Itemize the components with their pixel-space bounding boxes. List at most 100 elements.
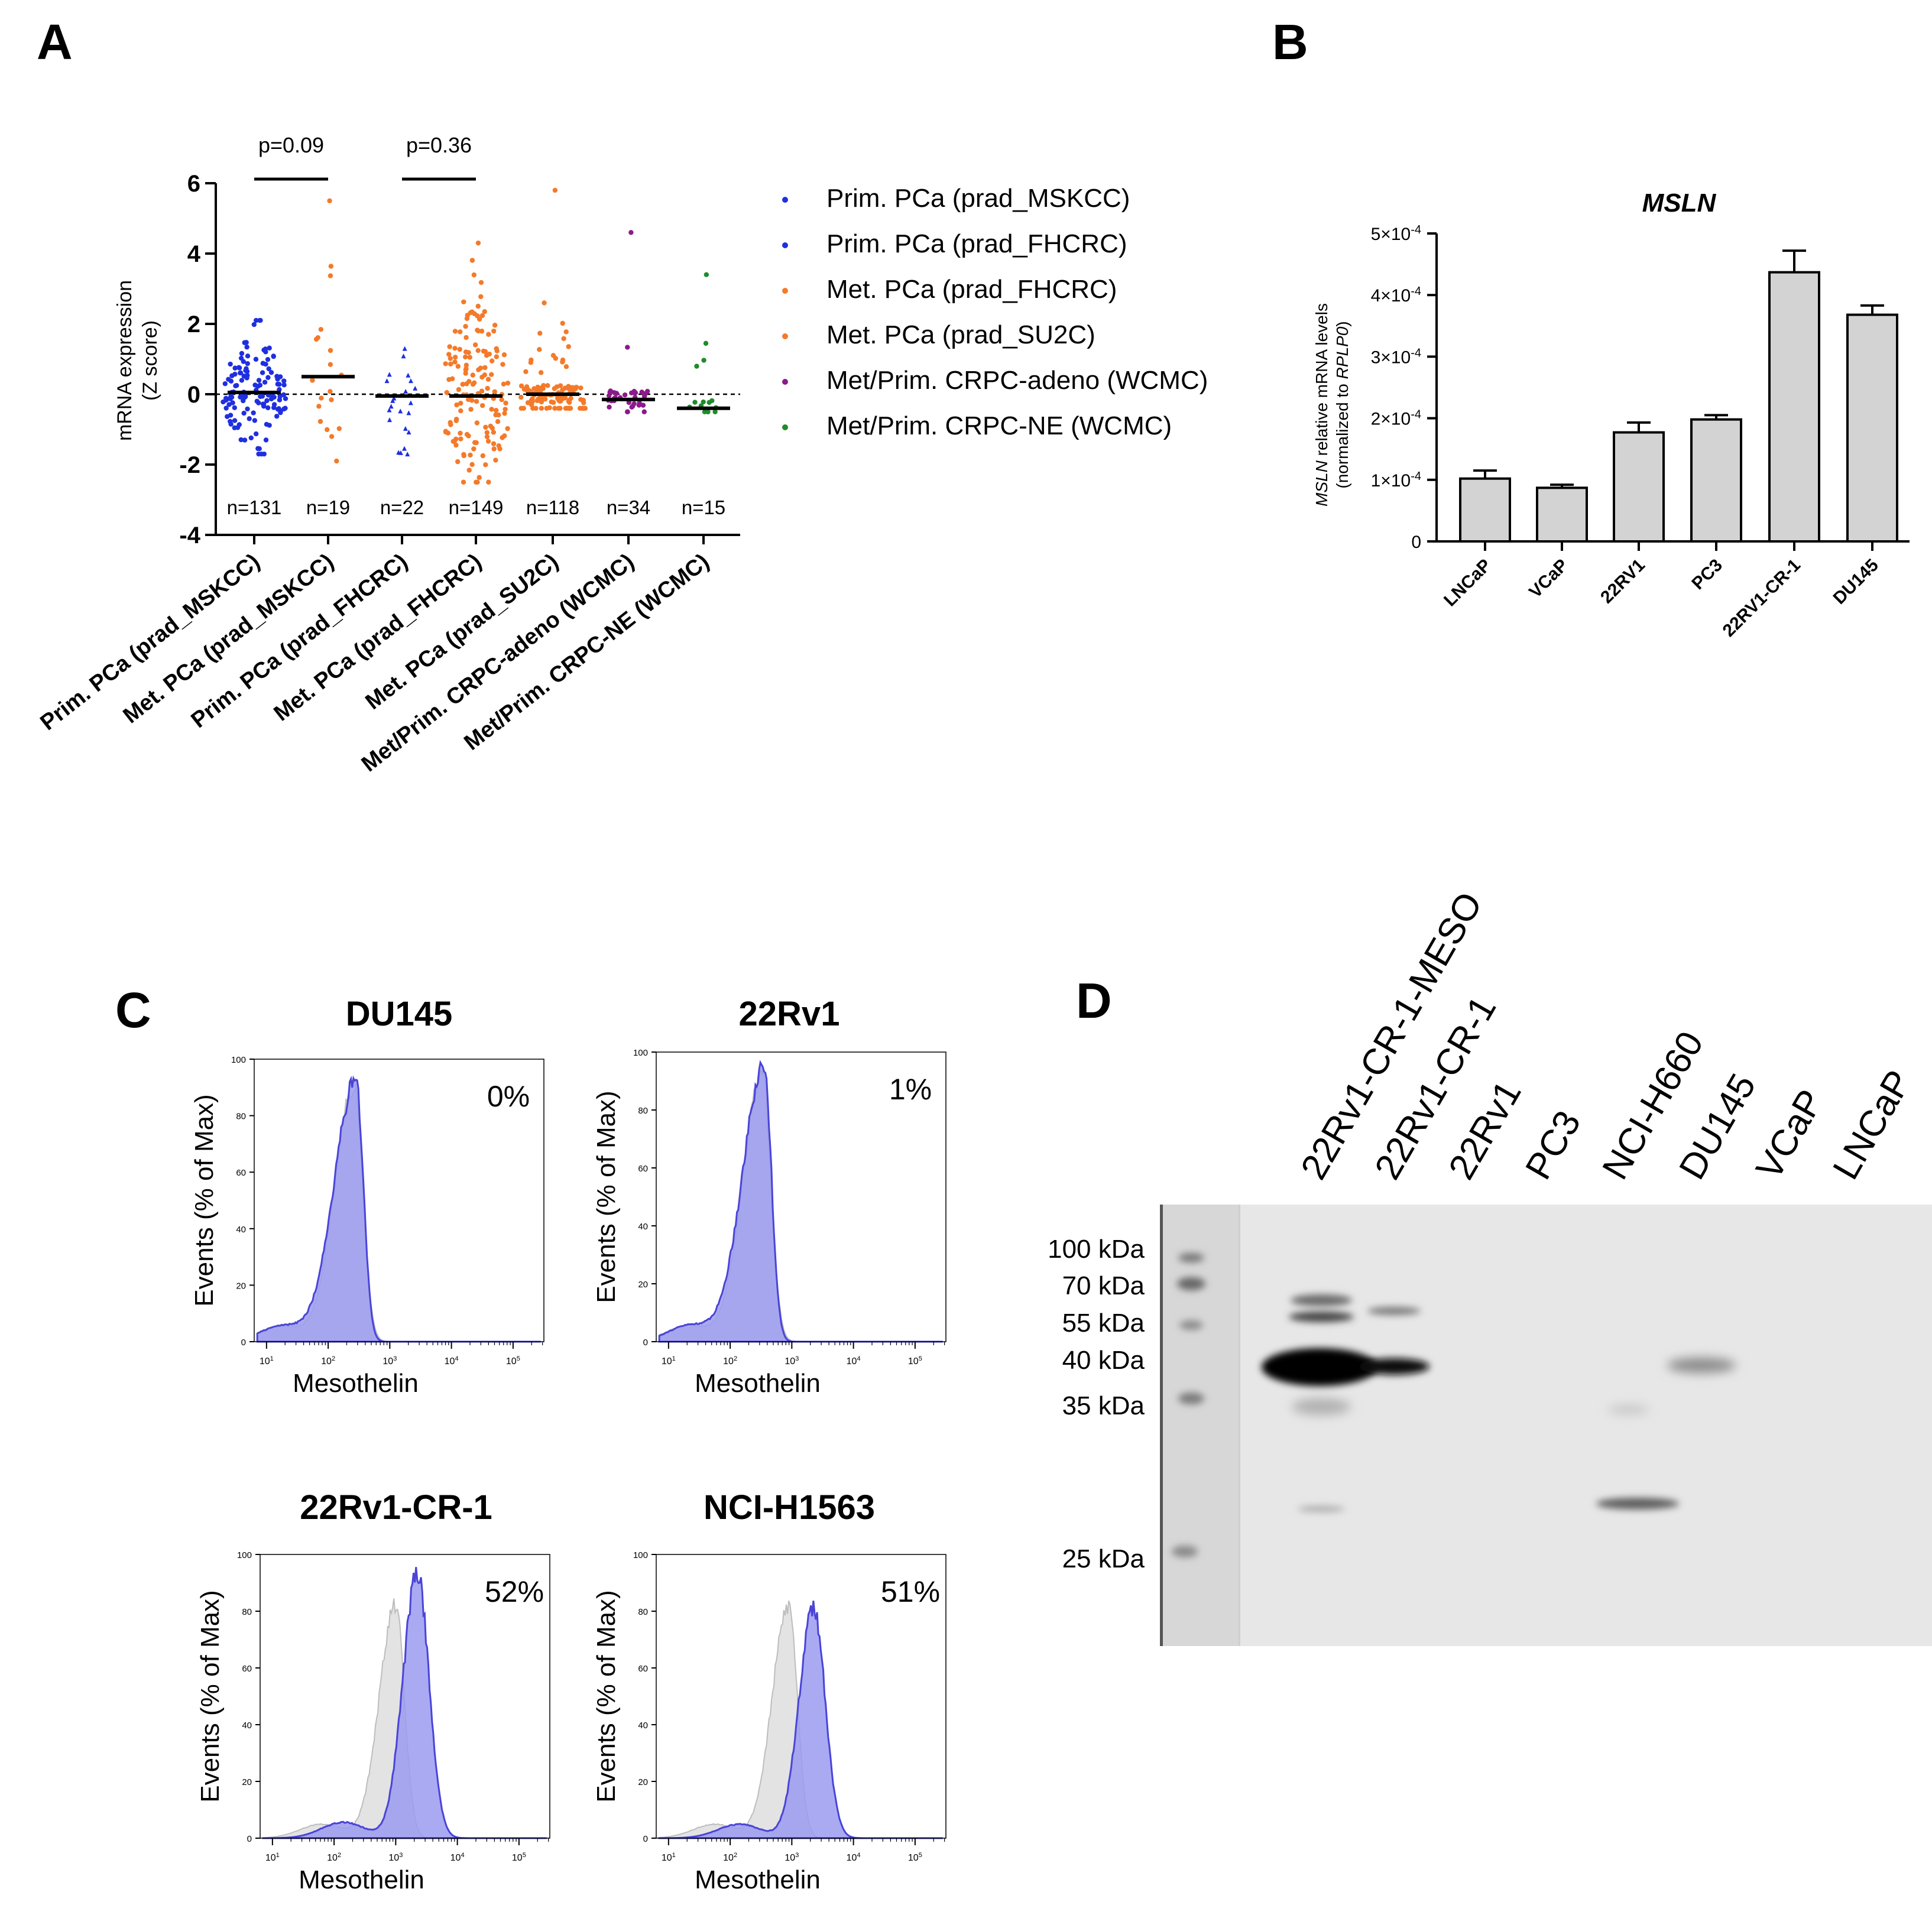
band-meso-55 bbox=[1289, 1312, 1354, 1322]
b-title: MSLN bbox=[1642, 189, 1717, 218]
a-point bbox=[463, 349, 469, 355]
a-point bbox=[530, 399, 535, 404]
a-point bbox=[265, 356, 271, 362]
a-point bbox=[252, 418, 258, 423]
legend-label: Met. PCa (prad_SU2C) bbox=[826, 320, 1095, 349]
histogram-xlabel: Mesothelin bbox=[695, 1369, 821, 1398]
a-point bbox=[482, 309, 487, 314]
panel-c: C DU145 0 20 40 60 80 100 101 102 103 104 105 Mesoth… bbox=[115, 982, 946, 1894]
a-point bbox=[475, 303, 481, 309]
a-point bbox=[452, 329, 458, 334]
ladder-band-70 bbox=[1177, 1277, 1205, 1290]
a-point bbox=[239, 350, 245, 356]
a-point bbox=[692, 400, 698, 405]
a-point bbox=[484, 353, 490, 358]
marker-label: 100 kDa bbox=[1048, 1235, 1145, 1264]
histogram-stained-curve bbox=[658, 1601, 943, 1839]
a-point bbox=[503, 400, 508, 406]
a-point bbox=[448, 356, 453, 361]
a-point bbox=[628, 390, 634, 395]
a-point bbox=[539, 405, 544, 411]
panel-a: A 6 4 2 0 -2 -4 n=131 Prim. PCa (prad_MSKCC) n=1… bbox=[36, 14, 1208, 777]
a-point bbox=[238, 370, 244, 376]
a-point bbox=[387, 417, 393, 423]
ladder-band-55 bbox=[1179, 1320, 1203, 1330]
a-n-label: n=19 bbox=[306, 496, 350, 518]
a-point bbox=[229, 373, 235, 378]
a-ylabel-line2: (Z score) bbox=[139, 320, 161, 401]
a-point bbox=[402, 346, 407, 351]
marker-labels: 100 kDa 70 kDa 55 kDa 40 kDa 35 kDa 25 kDa bbox=[1048, 1235, 1145, 1573]
a-point bbox=[537, 347, 542, 352]
histogram-0: DU145 0 20 40 60 80 100 101 102 103 104 105 Mesothel… bbox=[190, 995, 544, 1398]
b-bar bbox=[1459, 477, 1511, 543]
a-point bbox=[464, 381, 469, 387]
histogram-xlabel: Mesothelin bbox=[293, 1369, 419, 1398]
marker-label: 35 kDa bbox=[1062, 1391, 1145, 1420]
legend-label: Prim. PCa (prad_FHCRC) bbox=[826, 229, 1127, 258]
a-point bbox=[328, 264, 334, 269]
a-point bbox=[491, 441, 497, 446]
a-point bbox=[232, 418, 238, 423]
a-point bbox=[468, 407, 474, 412]
bar-chart-b: 0 1×10-4 2×10-4 3×10-4 4×10-4 5×10-4 LNCaP VCaP… bbox=[1371, 223, 1910, 641]
a-pvalue-label: p=0.36 bbox=[406, 133, 472, 157]
a-point bbox=[471, 446, 476, 452]
histogram-xtick-label: 102 bbox=[723, 1355, 737, 1367]
marker-label: 40 kDa bbox=[1062, 1346, 1145, 1375]
western-blot bbox=[1160, 1205, 1932, 1646]
a-point bbox=[228, 413, 234, 418]
a-point bbox=[268, 369, 274, 375]
a-point bbox=[633, 390, 638, 395]
a-point bbox=[561, 336, 566, 342]
a-point bbox=[470, 372, 476, 378]
a-point bbox=[640, 403, 646, 408]
b-bar bbox=[1846, 313, 1898, 543]
histogram-ytick-label: 80 bbox=[638, 1607, 648, 1617]
a-point bbox=[228, 361, 233, 367]
a-point bbox=[542, 397, 548, 402]
legend-label: Met. PCa (prad_FHCRC) bbox=[826, 275, 1117, 304]
a-point bbox=[582, 405, 588, 411]
histogram-control-curve bbox=[257, 1083, 541, 1342]
histogram-title: NCI-H1563 bbox=[704, 1488, 875, 1527]
a-point bbox=[469, 462, 475, 468]
a-point bbox=[481, 348, 487, 354]
a-point bbox=[458, 436, 463, 442]
histogram-ytick-label: 0 bbox=[643, 1834, 648, 1844]
a-point bbox=[267, 345, 272, 351]
a-point bbox=[408, 378, 413, 384]
a-point bbox=[233, 383, 238, 389]
a-point bbox=[607, 404, 612, 410]
a-point bbox=[505, 380, 511, 386]
a-point bbox=[463, 366, 469, 371]
a-point bbox=[468, 452, 473, 458]
a-point bbox=[267, 423, 272, 428]
a-points-2 bbox=[384, 346, 418, 457]
a-point bbox=[478, 365, 484, 371]
marker-label: 55 kDa bbox=[1062, 1309, 1145, 1338]
histogram-ytick-label: 40 bbox=[638, 1721, 648, 1731]
a-point bbox=[461, 479, 466, 485]
a-ytick-label: -4 bbox=[179, 522, 200, 548]
blot-ladder-strip bbox=[1160, 1205, 1240, 1646]
band-cr1-55 bbox=[1367, 1307, 1421, 1315]
a-ytick-label: 2 bbox=[187, 311, 200, 337]
a-point bbox=[461, 453, 466, 459]
histogram-2: 22Rv1-CR-1 0 20 40 60 80 100 101 102 103 104 105 Mes… bbox=[196, 1488, 550, 1894]
histogram-ytick-label: 100 bbox=[237, 1550, 252, 1560]
a-point bbox=[560, 359, 565, 365]
a-point bbox=[315, 335, 320, 340]
a-point bbox=[229, 394, 235, 400]
legend-label: Prim. PCa (prad_MSKCC) bbox=[826, 184, 1130, 213]
a-point bbox=[622, 392, 628, 398]
a-point bbox=[278, 410, 283, 416]
a-point bbox=[448, 420, 453, 425]
a-point bbox=[402, 446, 407, 451]
a-point bbox=[406, 372, 411, 378]
a-point bbox=[578, 385, 584, 391]
histogram-xtick-label: 105 bbox=[908, 1355, 922, 1367]
histogram-xtick-label: 102 bbox=[327, 1852, 341, 1863]
b-ytick-label: 2×10-4 bbox=[1371, 408, 1421, 429]
a-point bbox=[641, 409, 647, 414]
